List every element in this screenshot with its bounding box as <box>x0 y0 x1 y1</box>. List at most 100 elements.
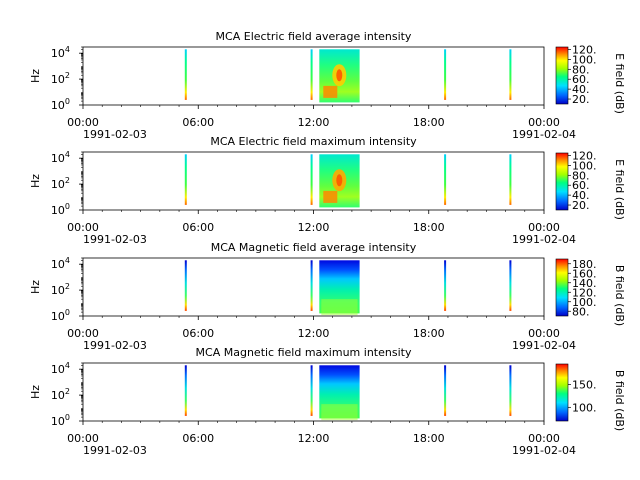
x-tick-label: 12:00 <box>298 327 330 340</box>
y-tick-label: 100 <box>51 202 70 217</box>
panel-title: MCA Electric field maximum intensity <box>210 135 417 148</box>
x-tick-label: 00:00 <box>67 327 99 340</box>
y-tick-label: 104 <box>51 256 70 271</box>
colorbar <box>555 258 569 317</box>
axes-frame <box>82 46 545 106</box>
colorbar-tick-label: 180. <box>572 258 597 271</box>
colorbar-tick-label: 20. <box>572 93 590 106</box>
spectrogram-burst <box>444 154 447 205</box>
spectrogram-burst <box>444 365 447 416</box>
spectrogram-burst <box>310 260 313 311</box>
colorbar-tick-label: 140. <box>572 277 597 290</box>
x-tick-label: 00:00 <box>528 221 560 234</box>
x-tick-label: 00:00 <box>528 432 560 445</box>
colorbar <box>555 152 569 211</box>
colorbar-label: E field (dB) <box>613 53 626 114</box>
x-tick-label: 06:00 <box>182 116 214 129</box>
y-tick-label: 102 <box>51 176 70 191</box>
colorbar-tick-label: 60. <box>572 73 590 86</box>
spectrogram-burst <box>509 365 512 416</box>
colorbar-tick-label: 120. <box>572 286 597 299</box>
colorbar-label: B field (dB) <box>613 370 626 431</box>
axes-frame <box>82 362 545 422</box>
colorbar-tick-label: 100. <box>572 159 597 172</box>
y-tick-label: 102 <box>51 387 70 402</box>
panel-title: MCA Electric field average intensity <box>216 30 412 43</box>
spectrogram-burst <box>444 49 447 100</box>
y-axis-label: Hz <box>29 280 42 294</box>
colorbar-tick-label: 80. <box>572 63 590 76</box>
x-tick-label: 00:00 <box>67 116 99 129</box>
intensity-feature <box>336 174 343 187</box>
spectrogram-burst <box>509 49 512 100</box>
panel-1: MCA Electric field average intensity 100 1… <box>29 30 626 141</box>
spectrogram-burst <box>509 260 512 311</box>
y-tick-label: 104 <box>51 45 70 60</box>
x-tick-label: 12:00 <box>298 432 330 445</box>
y-axis-label: Hz <box>29 69 42 83</box>
y-tick-label: 102 <box>51 282 70 297</box>
panel-title: MCA Magnetic field average intensity <box>211 241 417 254</box>
y-tick-label: 102 <box>51 71 70 86</box>
spectrogram-burst <box>184 49 187 100</box>
x-tick-label: 00:00 <box>528 327 560 340</box>
intensity-feature <box>336 69 343 82</box>
spectrogram-burst <box>184 154 187 205</box>
x-tick-label: 18:00 <box>413 327 445 340</box>
x-date-start: 1991-02-03 <box>83 128 147 141</box>
y-tick-label: 104 <box>51 361 70 376</box>
x-tick-label: 06:00 <box>182 327 214 340</box>
x-tick-label: 06:00 <box>182 432 214 445</box>
colorbar <box>555 46 569 105</box>
spectrogram-burst <box>509 154 512 205</box>
colorbar-label: B field (dB) <box>613 265 626 326</box>
colorbar-tick-label: 40. <box>572 189 590 202</box>
colorbar-label: E field (dB) <box>613 159 626 220</box>
spectrogram-burst <box>310 365 313 416</box>
x-date-end: 1991-02-04 <box>512 128 576 141</box>
x-tick-label: 18:00 <box>413 116 445 129</box>
panel-3: MCA Magnetic field average intensity 100 1… <box>29 241 626 352</box>
colorbar-tick-label: 160. <box>572 267 597 280</box>
colorbar-tick-label: 100. <box>572 296 597 309</box>
x-tick-label: 00:00 <box>67 221 99 234</box>
x-tick-label: 18:00 <box>413 432 445 445</box>
panel-4: MCA Magnetic field maximum intensity 100 1… <box>29 346 626 457</box>
x-tick-label: 12:00 <box>298 116 330 129</box>
colorbar-tick-label: 100. <box>572 401 597 414</box>
x-tick-label: 06:00 <box>182 221 214 234</box>
spectrogram-burst <box>184 365 187 416</box>
y-tick-label: 100 <box>51 413 70 428</box>
y-axis-label: Hz <box>29 174 42 188</box>
x-date-end: 1991-02-04 <box>512 339 576 352</box>
x-tick-label: 12:00 <box>298 221 330 234</box>
colorbar-tick-label: 120. <box>572 149 597 162</box>
x-date-start: 1991-02-03 <box>83 233 147 246</box>
colorbar <box>555 363 569 422</box>
spectrogram-burst <box>310 49 313 100</box>
colorbar-tick-label: 150. <box>572 379 597 392</box>
spectrogram-burst <box>184 260 187 311</box>
intensity-feature <box>323 190 338 203</box>
intensity-feature <box>321 299 358 316</box>
colorbar-tick-label: 80. <box>572 169 590 182</box>
panel-title: MCA Magnetic field maximum intensity <box>196 346 412 359</box>
y-tick-label: 100 <box>51 308 70 323</box>
x-tick-label: 00:00 <box>528 116 560 129</box>
panel-2: MCA Electric field maximum intensity 100 1… <box>29 135 626 246</box>
axes-frame <box>82 151 545 211</box>
colorbar-tick-label: 120. <box>572 43 597 56</box>
colorbar-tick-label: 100. <box>572 53 597 66</box>
x-date-start: 1991-02-03 <box>83 444 147 457</box>
colorbar-tick-label: 40. <box>572 83 590 96</box>
spectrogram-burst <box>444 260 447 311</box>
x-date-end: 1991-02-04 <box>512 233 576 246</box>
axes-frame <box>82 257 545 317</box>
y-tick-label: 104 <box>51 150 70 165</box>
intensity-feature <box>321 404 358 421</box>
intensity-feature <box>323 85 338 98</box>
x-tick-label: 00:00 <box>67 432 99 445</box>
x-date-start: 1991-02-03 <box>83 339 147 352</box>
colorbar-tick-label: 60. <box>572 179 590 192</box>
